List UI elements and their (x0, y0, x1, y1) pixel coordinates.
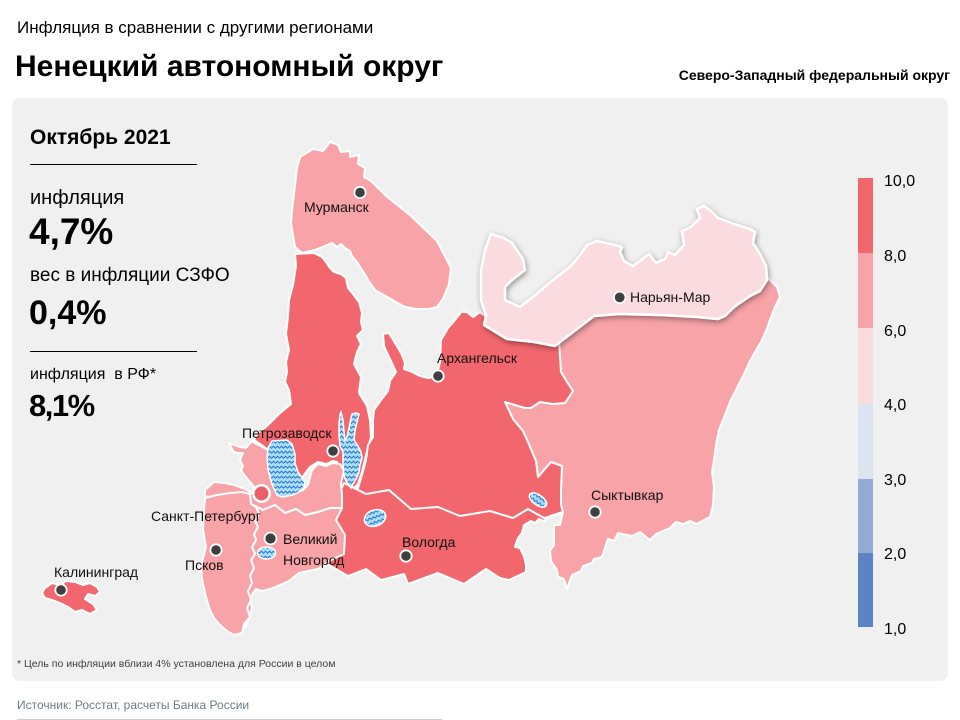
svg-text:Новгород: Новгород (283, 552, 344, 568)
svg-text:3,0: 3,0 (884, 472, 906, 489)
svg-text:6,0: 6,0 (884, 323, 906, 340)
svg-text:Вологда: Вологда (402, 534, 456, 550)
svg-text:Великий: Великий (283, 531, 337, 547)
svg-text:10,0: 10,0 (884, 173, 915, 190)
svg-text:8,0: 8,0 (884, 248, 906, 265)
svg-text:Сыктывкар: Сыктывкар (591, 487, 664, 503)
svg-text:Санкт-Петербург: Санкт-Петербург (151, 508, 261, 524)
svg-text:2,0: 2,0 (884, 546, 906, 563)
svg-text:Псков: Псков (185, 557, 224, 573)
svg-text:4,0: 4,0 (884, 397, 906, 414)
svg-text:1,0: 1,0 (884, 621, 906, 638)
svg-text:Мурманск: Мурманск (304, 199, 370, 215)
svg-text:Калининград: Калининград (54, 564, 138, 580)
svg-text:Петрозаводск: Петрозаводск (242, 425, 332, 441)
svg-text:Архангельск: Архангельск (437, 350, 518, 366)
svg-text:Нарьян-Мар: Нарьян-Мар (630, 289, 711, 305)
